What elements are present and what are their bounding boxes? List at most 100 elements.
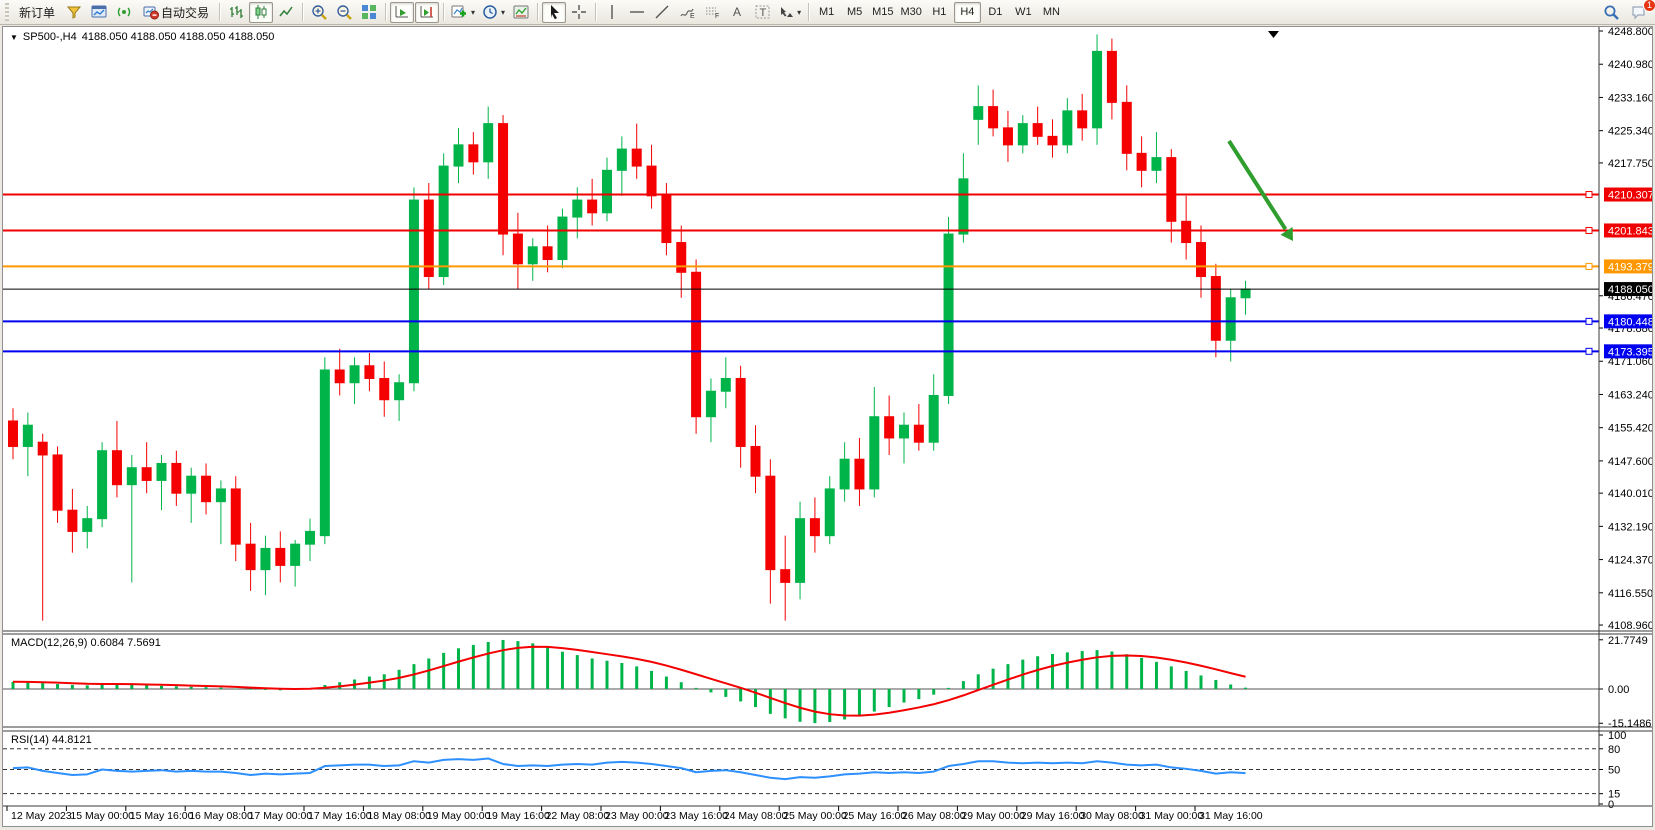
candlestick xyxy=(631,148,642,167)
candlestick xyxy=(379,377,390,401)
cursor-tool-button[interactable] xyxy=(542,1,567,23)
time-axis-label: 29 May 00:00 xyxy=(961,810,1025,822)
candlestick xyxy=(913,424,924,443)
dropdown-caret-icon: ▾ xyxy=(797,7,802,17)
timeframe-button-M30[interactable]: M30 xyxy=(900,6,922,18)
svg-text:4171.060: 4171.060 xyxy=(1608,356,1652,368)
tile-windows-button[interactable] xyxy=(357,2,381,23)
line-handle[interactable] xyxy=(1585,317,1593,325)
text-label-tool-button[interactable]: T xyxy=(750,2,774,23)
funnel-icon xyxy=(66,6,82,19)
vertical-line-tool-button[interactable] xyxy=(600,2,624,23)
toolbar: 新订单 自动交易 xyxy=(0,0,1655,25)
candlestick-chart-type-button[interactable] xyxy=(249,1,274,23)
periods-button[interactable]: ▾ xyxy=(479,2,508,23)
indicators-button[interactable]: ▾ xyxy=(448,2,478,23)
arrows-tool-button[interactable]: ▾ xyxy=(775,2,804,23)
cursor-icon xyxy=(550,5,559,20)
candlestick-icon xyxy=(255,5,267,19)
candlestick xyxy=(542,246,553,261)
text-tool-button[interactable]: A xyxy=(725,2,749,23)
candlestick xyxy=(705,390,716,418)
metaeditor-icon[interactable] xyxy=(62,2,86,23)
chart-ohlc-values: 4188.050 4188.050 4188.050 4188.050 xyxy=(81,31,275,43)
svg-text:A: A xyxy=(733,5,741,19)
chart-shift-button[interactable] xyxy=(415,1,440,23)
new-order-button[interactable]: 新订单 xyxy=(19,5,56,20)
collapse-triangle-icon[interactable]: ▼ xyxy=(10,32,18,42)
candlestick xyxy=(557,216,568,261)
trendline-tool-button[interactable] xyxy=(650,2,674,23)
separator xyxy=(302,3,304,21)
timeframe-button-W1[interactable]: W1 xyxy=(1015,6,1032,18)
auto-scroll-button[interactable] xyxy=(390,1,415,23)
time-axis-label: 17 May 00:00 xyxy=(249,810,313,822)
equidistant-channel-tool-button[interactable]: E xyxy=(675,2,699,23)
time-axis-label: 29 May 16:00 xyxy=(1021,810,1085,822)
line-chart-type-button[interactable] xyxy=(274,2,298,23)
svg-text:4217.750: 4217.750 xyxy=(1608,158,1652,170)
candlestick xyxy=(691,271,702,418)
candlestick xyxy=(468,144,479,163)
line-handle[interactable] xyxy=(1585,226,1593,234)
terminal-window-icon[interactable] xyxy=(87,2,111,23)
auto-trading-button[interactable]: 自动交易 xyxy=(137,2,215,23)
timeframe-button-H4[interactable]: H4 xyxy=(953,1,981,23)
separator xyxy=(808,3,810,21)
line-handle[interactable] xyxy=(1585,347,1593,355)
candlestick xyxy=(305,530,315,545)
candlestick xyxy=(290,543,301,566)
candlestick xyxy=(438,165,449,278)
candlestick xyxy=(215,488,226,503)
search-button[interactable] xyxy=(1599,2,1623,23)
candlestick xyxy=(1032,123,1043,137)
timeframe-button-H1[interactable]: H1 xyxy=(932,6,947,18)
candlestick xyxy=(1047,135,1058,146)
horizontal-line-tool-button[interactable] xyxy=(625,2,649,23)
timeframe-button-MN[interactable]: MN xyxy=(1042,6,1060,18)
candlestick xyxy=(839,458,850,490)
price-line-label: 4173.395 xyxy=(1608,346,1652,358)
zoom-out-button[interactable] xyxy=(332,2,356,23)
time-axis-label: 16 May 08:00 xyxy=(189,810,253,822)
svg-text:4240.980: 4240.980 xyxy=(1608,59,1652,71)
candlestick xyxy=(869,416,880,490)
candlestick xyxy=(483,123,494,163)
svg-text:4132.190: 4132.190 xyxy=(1608,521,1652,533)
notifications-button[interactable]: 1 xyxy=(1627,0,1655,23)
horizontal-line-icon xyxy=(630,11,645,13)
candlestick xyxy=(334,369,345,384)
fibonacci-tool-button[interactable]: F xyxy=(700,2,724,23)
candlestick xyxy=(126,467,137,486)
zoom-in-button[interactable] xyxy=(307,2,331,23)
candlestick xyxy=(37,441,48,456)
time-axis-label: 15 May 16:00 xyxy=(130,810,194,822)
signals-icon[interactable] xyxy=(112,2,136,23)
price-chart[interactable]: 4248.800 4240.980 4233.160 4225.340 4217.750… xyxy=(3,27,1652,826)
crosshair-tool-button[interactable] xyxy=(567,2,591,23)
candlestick xyxy=(943,233,954,396)
timeframe-button-M15[interactable]: M15 xyxy=(872,6,894,18)
annotation-arrow[interactable] xyxy=(1227,139,1288,231)
auto-trading-icon xyxy=(143,6,160,20)
search-icon xyxy=(1604,5,1619,20)
candlestick xyxy=(1151,157,1162,171)
svg-text:15: 15 xyxy=(1608,789,1620,801)
svg-text:4147.600: 4147.600 xyxy=(1608,456,1652,468)
timeframe-button-M1[interactable]: M1 xyxy=(818,6,835,18)
candlestick xyxy=(958,178,969,235)
line-handle[interactable] xyxy=(1585,191,1593,199)
bar-chart-type-button[interactable] xyxy=(224,2,248,23)
toolbar-grip[interactable] xyxy=(5,3,9,21)
line-handle[interactable] xyxy=(1585,262,1593,270)
time-axis-label: 15 May 00:00 xyxy=(70,810,134,822)
candlestick xyxy=(899,424,909,439)
broadcast-icon xyxy=(117,7,131,17)
timeframe-button-D1[interactable]: D1 xyxy=(988,6,1003,18)
svg-text:0: 0 xyxy=(1608,799,1614,811)
candlestick xyxy=(646,165,657,197)
candlestick xyxy=(1210,276,1221,341)
templates-button[interactable] xyxy=(509,2,533,23)
chart-shift-marker[interactable] xyxy=(1268,31,1279,38)
timeframe-button-M5[interactable]: M5 xyxy=(846,6,863,18)
